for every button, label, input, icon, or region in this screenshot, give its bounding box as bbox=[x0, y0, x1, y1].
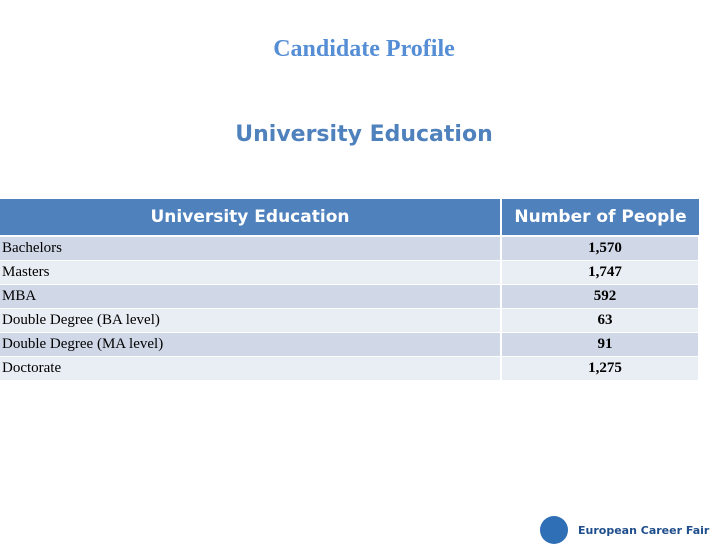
count-cell: 592 bbox=[501, 284, 700, 309]
table-row: Doctorate 1,275 bbox=[0, 356, 700, 381]
table: University Education Number of People Ba… bbox=[0, 199, 700, 381]
table-row: Double Degree (MA level) 91 bbox=[0, 332, 700, 357]
table-body: Bachelors 1,570 Masters 1,747 MBA 592 Double D… bbox=[0, 236, 700, 381]
logo-icon bbox=[540, 516, 568, 544]
education-cell: Doctorate bbox=[0, 356, 502, 381]
column-header: University Education bbox=[0, 199, 502, 237]
count-cell: 63 bbox=[501, 308, 700, 333]
logo: European Career Fair bbox=[540, 516, 709, 544]
logo-text: European Career Fair bbox=[578, 523, 710, 537]
table-row: Double Degree (BA level) 63 bbox=[0, 308, 700, 333]
table-row: MBA 592 bbox=[0, 284, 700, 309]
column-header: Number of People bbox=[501, 199, 699, 237]
education-cell: Masters bbox=[0, 260, 502, 285]
table-row: Masters 1,747 bbox=[0, 260, 700, 285]
subtitle: University Education bbox=[235, 122, 493, 147]
table-row: Bachelors 1,570 bbox=[0, 236, 700, 261]
count-cell: 1,747 bbox=[501, 260, 700, 285]
header-row: University Education Number of People bbox=[0, 199, 699, 237]
count-cell: 1,275 bbox=[501, 356, 700, 381]
education-cell: Double Degree (MA level) bbox=[0, 332, 502, 357]
count-cell: 91 bbox=[501, 332, 700, 357]
education-cell: MBA bbox=[0, 284, 502, 309]
title: Candidate Profile bbox=[273, 36, 455, 62]
education-cell: Double Degree (BA level) bbox=[0, 308, 502, 333]
education-cell: Bachelors bbox=[0, 236, 502, 261]
count-cell: 1,570 bbox=[501, 236, 700, 261]
